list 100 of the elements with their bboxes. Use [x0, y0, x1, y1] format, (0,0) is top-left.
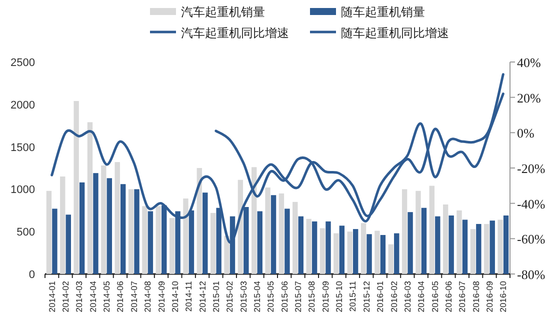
y2-tick-label: -40%	[517, 196, 546, 212]
bar	[284, 208, 290, 274]
bar	[374, 230, 380, 274]
bar	[448, 215, 454, 274]
bar	[292, 202, 298, 274]
x-tick-label: 2015-12	[361, 280, 372, 312]
x-tick-label: 2016-02	[388, 280, 399, 312]
bar	[312, 221, 318, 274]
bar	[79, 182, 85, 274]
bar	[498, 220, 503, 274]
x-tick-label: 2016-06	[443, 280, 454, 312]
legend-label: 汽车起重机销量	[181, 5, 265, 19]
y-tick-label: 2500	[10, 57, 35, 69]
x-tick-label: 2014-07	[128, 280, 139, 312]
x-tick-label: 2014-01	[46, 280, 57, 312]
bar	[244, 207, 249, 274]
bar	[52, 208, 58, 274]
y2-tick-label: -60%	[517, 232, 546, 247]
legend-label: 随车起重机销量	[341, 5, 425, 19]
bar	[101, 165, 106, 274]
bar	[202, 192, 208, 274]
x-tick-label: 2015-04	[252, 280, 262, 312]
bar	[74, 101, 79, 274]
bar	[210, 212, 216, 274]
bar	[484, 224, 490, 274]
bar	[470, 229, 476, 274]
x-tick-label: 2014-08	[142, 280, 153, 312]
bar	[142, 206, 148, 274]
x-tick-label: 2016-08	[470, 280, 481, 312]
x-tick-label: 2015-09	[320, 280, 330, 312]
x-tick-label: 2016-05	[430, 280, 440, 312]
y2-tick-label: 40%	[517, 55, 541, 70]
x-tick-label: 2014-02	[60, 280, 71, 312]
x-tick-label: 2015-06	[279, 280, 290, 312]
bar	[175, 211, 180, 274]
bar	[134, 189, 140, 274]
bar	[366, 234, 372, 274]
bar	[162, 205, 167, 274]
bar	[435, 216, 440, 274]
bar	[128, 189, 134, 274]
bar	[298, 216, 304, 274]
bar	[320, 228, 326, 274]
bar	[456, 210, 462, 274]
y-tick-label: 500	[16, 226, 35, 239]
bar	[476, 224, 482, 274]
bar	[46, 190, 52, 274]
bar	[114, 162, 120, 274]
bar	[442, 204, 448, 274]
x-tick-label: 2015-01	[210, 280, 221, 312]
x-tick-label: 2014-10	[170, 280, 180, 312]
bar	[120, 184, 126, 274]
bar	[265, 188, 270, 274]
bar	[93, 173, 98, 274]
bar	[402, 189, 408, 274]
x-tick-label: 2015-10	[334, 280, 344, 312]
y2-tick-label: -80%	[517, 267, 546, 282]
bar	[278, 193, 284, 274]
bar	[270, 195, 276, 274]
x-tick-label: 2014-09	[156, 280, 166, 312]
bar	[380, 234, 386, 274]
bar	[462, 220, 468, 274]
x-tick-label: 2014-06	[115, 280, 126, 312]
bar	[148, 211, 154, 274]
bar	[326, 221, 331, 274]
x-tick-label: 2016-07	[457, 280, 468, 312]
legend-label: 汽车起重机同比增速	[181, 26, 289, 40]
bar	[224, 236, 230, 274]
x-tick-label: 2016-01	[375, 280, 386, 312]
bar	[339, 226, 345, 274]
x-tick-label: 2016-09	[484, 280, 494, 312]
x-tick-label: 2015-11	[348, 280, 358, 312]
y-tick-label: 1500	[10, 142, 35, 154]
bar	[257, 211, 262, 274]
y-tick-label: 1000	[10, 184, 35, 196]
bar	[169, 218, 175, 274]
bar	[334, 233, 339, 274]
x-tick-label: 2014-11	[184, 280, 194, 312]
x-tick-label: 2016-04	[416, 280, 426, 312]
x-tick-label: 2015-02	[224, 280, 235, 312]
y2-tick-label: -20%	[517, 161, 546, 176]
bar	[490, 220, 495, 274]
x-tick-label: 2014-03	[74, 280, 84, 312]
x-tick-label: 2014-05	[102, 280, 112, 312]
bar	[416, 190, 421, 274]
bar	[394, 233, 400, 274]
bar	[306, 218, 312, 274]
x-tick-label: 2014-04	[88, 280, 98, 312]
bar	[360, 223, 366, 274]
legend-label: 随车起重机同比增速	[341, 26, 449, 40]
bar	[352, 229, 358, 274]
bar	[188, 210, 194, 274]
bar	[429, 186, 435, 274]
x-tick-label: 2015-03	[238, 280, 248, 312]
bar	[66, 214, 71, 274]
x-tick-label: 2016-03	[402, 280, 412, 312]
bar	[388, 244, 394, 274]
x-tick-label: 2016-10	[498, 280, 508, 312]
y2-tick-label: 0%	[517, 126, 534, 141]
y-tick-label: 2000	[10, 99, 35, 112]
bar	[421, 208, 427, 274]
